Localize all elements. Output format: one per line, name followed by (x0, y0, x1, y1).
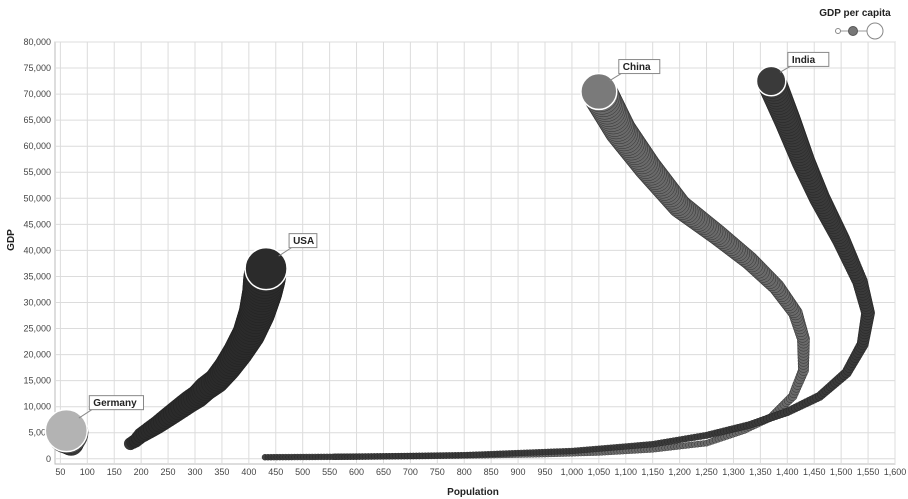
y-tick-label: 40,000 (23, 245, 51, 255)
bubble-usa-latest (244, 246, 288, 291)
x-tick-label: 1,300 (722, 467, 745, 477)
y-axis-title: GDP (6, 229, 17, 251)
callout-label: Germany (93, 398, 137, 409)
x-tick-label: 850 (484, 467, 499, 477)
y-axis-tick-labels: 0 5,000 10,000 15,000 20,000 25,000 30,000 35,0… (23, 37, 51, 464)
y-tick-label: 75,000 (23, 63, 51, 73)
legend-small-bubble (835, 28, 841, 34)
x-axis-title: Population (447, 487, 499, 498)
callout-box (787, 51, 830, 67)
y-tick-label: 10,000 (23, 402, 51, 412)
callout-box (618, 59, 661, 75)
series-india (261, 65, 875, 461)
y-tick-label: 80,000 (23, 37, 51, 47)
callout-leader-line (78, 408, 94, 419)
x-tick-label: 1,150 (641, 467, 664, 477)
y-tick-label: 55,000 (23, 167, 51, 177)
bubble-trails (44, 65, 875, 461)
x-tick-label: 1,050 (588, 467, 611, 477)
x-tick-label: 550 (322, 467, 337, 477)
y-tick-label: 70,000 (23, 89, 51, 99)
size-legend: GDP per capita (819, 8, 891, 40)
bubble-india-latest (755, 65, 787, 97)
legend-title: GDP per capita (819, 8, 891, 19)
callout-box (88, 395, 145, 411)
x-tick-label: 250 (161, 467, 176, 477)
callout-label: China (623, 62, 651, 73)
x-tick-label: 150 (107, 467, 122, 477)
x-tick-label: 700 (403, 467, 418, 477)
legend-medium-bubble (848, 26, 858, 36)
y-tick-label: 20,000 (23, 350, 51, 360)
x-tick-label: 350 (214, 467, 229, 477)
y-tick-label: 5,000 (28, 428, 51, 438)
y-tick-label: 0 (46, 454, 51, 464)
x-tick-label: 1,400 (776, 467, 799, 477)
series-germany (44, 408, 89, 456)
x-tick-label: 950 (537, 467, 552, 477)
y-tick-label: 35,000 (23, 271, 51, 281)
x-tick-label: 650 (376, 467, 391, 477)
x-tick-label: 750 (430, 467, 445, 477)
x-tick-label: 1,200 (668, 467, 691, 477)
x-tick-label: 1,000 (561, 467, 584, 477)
x-tick-label: 1,450 (803, 467, 826, 477)
x-tick-label: 900 (511, 467, 526, 477)
bubble-china-latest (580, 72, 618, 111)
callout-label: India (792, 55, 816, 66)
x-tick-label: 400 (241, 467, 256, 477)
callout-china: China (609, 59, 661, 82)
y-tick-label: 60,000 (23, 141, 51, 151)
series-callouts: Germany USA China India (78, 51, 830, 419)
y-tick-label: 65,000 (23, 115, 51, 125)
x-tick-label: 1,100 (615, 467, 638, 477)
x-tick-label: 100 (80, 467, 95, 477)
y-tick-label: 25,000 (23, 324, 51, 334)
y-tick-label: 15,000 (23, 376, 51, 386)
x-tick-label: 1,550 (857, 467, 880, 477)
x-tick-label: 1,600 (884, 467, 907, 477)
x-tick-label: 500 (295, 467, 310, 477)
legend-large-bubble (866, 22, 884, 40)
bubble-germany-latest (44, 408, 89, 453)
x-tick-label: 450 (268, 467, 283, 477)
series-usa (123, 246, 288, 451)
x-tick-label: 1,250 (695, 467, 718, 477)
x-tick-label: 1,500 (830, 467, 853, 477)
callout-label: USA (293, 236, 314, 247)
callout-leader-line (278, 246, 294, 257)
x-tick-label: 200 (134, 467, 149, 477)
x-tick-label: 50 (55, 467, 65, 477)
x-tick-label: 300 (187, 467, 202, 477)
callout-india: India (779, 51, 830, 73)
x-tick-label: 1,350 (749, 467, 772, 477)
x-tick-label: 600 (349, 467, 364, 477)
callout-box (288, 233, 318, 249)
y-tick-label: 45,000 (23, 219, 51, 229)
x-tick-label: 800 (457, 467, 472, 477)
y-tick-label: 30,000 (23, 297, 51, 307)
callout-usa: USA (278, 233, 318, 257)
y-tick-label: 50,000 (23, 193, 51, 203)
x-axis-tick-labels: 50 100 150 200 250 300 350 400 450 500 550 600 650 70… (55, 467, 906, 477)
callout-germany: Germany (78, 395, 145, 419)
